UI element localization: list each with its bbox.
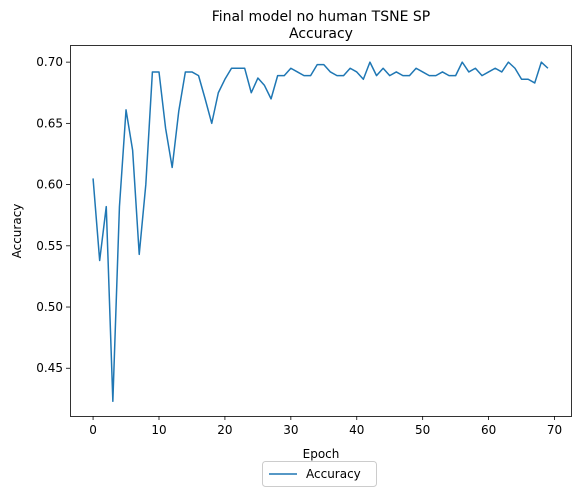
legend: Accuracy — [262, 461, 377, 487]
series-line-accuracy — [92, 61, 549, 403]
y-tick-label: 0.50 — [36, 300, 63, 314]
legend-box — [262, 461, 377, 487]
series-layer — [92, 61, 549, 403]
plot-area: 0 10 20 30 40 50 60 70 0.45 0.50 0.55 0.60 0.65 0.70 — [36, 45, 572, 437]
y-tick-label: 0.65 — [36, 116, 63, 130]
y-axis-label: Accuracy — [10, 204, 24, 259]
x-tick-label: 30 — [283, 423, 298, 437]
x-axis-ticks: 0 10 20 30 40 50 60 70 — [89, 416, 562, 437]
x-tick-label: 50 — [415, 423, 430, 437]
y-tick-label: 0.45 — [36, 361, 63, 375]
y-tick-label: 0.70 — [36, 55, 63, 69]
y-tick-label: 0.55 — [36, 239, 63, 253]
x-axis-label: Epoch — [303, 447, 340, 461]
x-tick-label: 20 — [217, 423, 232, 437]
plot-frame — [70, 45, 572, 417]
x-tick-label: 0 — [89, 423, 97, 437]
x-tick-label: 70 — [547, 423, 562, 437]
x-tick-label: 60 — [481, 423, 496, 437]
chart-title: Final model no human TSNE SP — [212, 9, 430, 25]
y-axis-ticks: 0.45 0.50 0.55 0.60 0.65 0.70 — [36, 55, 70, 375]
x-tick-label: 40 — [349, 423, 364, 437]
legend-label-accuracy: Accuracy — [306, 467, 361, 481]
chart-subtitle: Accuracy — [289, 26, 353, 42]
x-tick-label: 10 — [151, 423, 166, 437]
y-tick-label: 0.60 — [36, 178, 63, 192]
